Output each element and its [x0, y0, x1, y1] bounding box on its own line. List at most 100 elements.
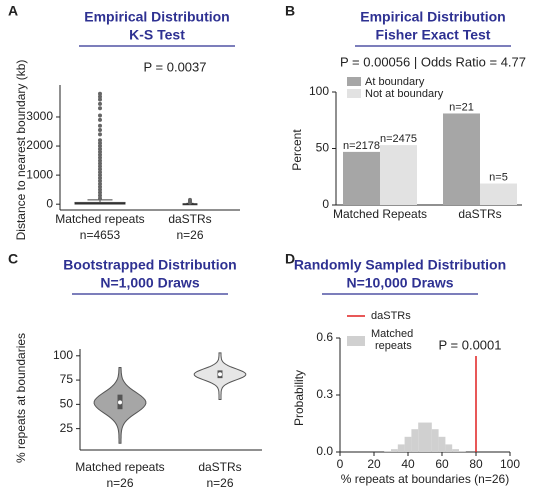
y-tick-label: 100 [53, 348, 73, 362]
panel-letter: B [285, 3, 295, 19]
median [218, 372, 222, 377]
panel-letter: A [8, 3, 18, 19]
count-label: n=4653 [80, 228, 121, 242]
outlier [98, 173, 102, 178]
y-tick-label: 100 [309, 84, 329, 98]
panel-title: Randomly Sampled Distribution [294, 257, 506, 273]
legend-label: Not at boundary [365, 88, 444, 100]
panel-title: Empirical Distribution [360, 9, 505, 25]
panel: B Empirical Distribution Fisher Exact Test… [285, 3, 526, 221]
bar [343, 151, 380, 205]
count-label: n=26 [106, 476, 133, 490]
legend-swatch [347, 89, 361, 98]
panel-letter: D [285, 251, 295, 267]
x-tick-label: Matched Repeats [333, 207, 427, 221]
outlier [98, 161, 102, 166]
outlier [98, 187, 102, 192]
hist-bar [411, 429, 419, 452]
x-tick-label: 100 [500, 457, 520, 471]
y-tick-label: 0.3 [316, 387, 333, 401]
count-label: n=26 [206, 476, 233, 490]
hist-bar [404, 436, 412, 452]
legend-label: daSTRs [371, 310, 411, 322]
panel-subtitle: K-S Test [129, 27, 185, 43]
panel-title: Bootstrapped Distribution [63, 257, 236, 273]
count-label: n=26 [176, 228, 203, 242]
outlier [188, 197, 192, 202]
outlier [98, 123, 102, 128]
hist-bar [438, 436, 446, 452]
bar [380, 145, 417, 205]
outlier [98, 176, 102, 181]
hist-bar [459, 451, 466, 452]
outlier [98, 94, 102, 99]
outlier [98, 106, 102, 111]
hist-bar [425, 422, 432, 452]
outlier [98, 190, 102, 195]
outlier [98, 170, 102, 175]
y-tick-label: 3000 [26, 109, 53, 123]
y-tick-label: 0.0 [316, 444, 333, 458]
outlier [98, 181, 102, 186]
hist-bar [431, 429, 439, 452]
x-tick-label: 20 [367, 457, 381, 471]
outlier [98, 184, 102, 189]
panel: A Empirical Distribution K-S Test P = 0.003… [8, 3, 240, 242]
y-tick-label: 0 [322, 197, 329, 211]
outlier [98, 196, 102, 201]
x-tick-label: 0 [337, 457, 344, 471]
x-tick-label: 40 [401, 457, 415, 471]
y-axis-label: Percent [290, 129, 304, 171]
x-tick-label: 60 [435, 457, 449, 471]
hist-bar [445, 444, 453, 452]
outlier [98, 97, 102, 102]
outlier [98, 164, 102, 169]
y-tick-label: 75 [60, 372, 74, 386]
hist-bar [418, 422, 425, 452]
annotation: P = 0.0001 [438, 337, 501, 352]
panel-subtitle: N=1,000 Draws [100, 275, 199, 291]
outlier [98, 152, 102, 157]
count-label: n=2178 [343, 140, 380, 152]
x-tick-label: Matched repeats [55, 212, 144, 226]
outlier [98, 149, 102, 154]
outlier [98, 158, 102, 163]
hist-bar [384, 451, 391, 452]
bar [480, 183, 517, 205]
outlier [98, 132, 102, 137]
panel-subtitle: Fisher Exact Test [376, 27, 491, 43]
hist-bar [452, 449, 459, 452]
outlier [98, 91, 102, 96]
y-tick-label: 0.6 [316, 330, 333, 344]
bar [443, 113, 480, 205]
outlier [98, 193, 102, 198]
y-tick-label: 1000 [26, 167, 53, 181]
y-tick-label: 25 [60, 421, 74, 435]
panel-letter: C [8, 251, 18, 267]
outlier [98, 167, 102, 172]
panel-title: Empirical Distribution [84, 9, 229, 25]
outlier [98, 117, 102, 122]
outlier [98, 113, 102, 118]
y-axis-label: Probability [292, 370, 306, 426]
legend-swatch [347, 77, 361, 86]
outlier [98, 144, 102, 149]
panel-subtitle: N=10,000 Draws [346, 275, 453, 291]
y-tick-label: 2000 [26, 138, 53, 152]
x-tick-label: 80 [469, 457, 483, 471]
median [118, 400, 122, 405]
x-tick-label: Matched repeats [75, 460, 164, 474]
outlier [98, 146, 102, 151]
legend-swatch [347, 336, 365, 346]
outlier [98, 138, 102, 143]
count-label: n=5 [489, 171, 508, 183]
y-axis-label: Distance to nearest boundary (kb) [14, 60, 28, 241]
y-tick-label: 0 [46, 196, 53, 210]
x-axis-label: % repeats at boundaries (n=26) [341, 472, 509, 486]
outlier [98, 101, 102, 106]
legend-label: At boundary [365, 76, 425, 88]
legend-label: Matched repeats [371, 328, 416, 352]
count-label: n=2475 [380, 133, 417, 145]
